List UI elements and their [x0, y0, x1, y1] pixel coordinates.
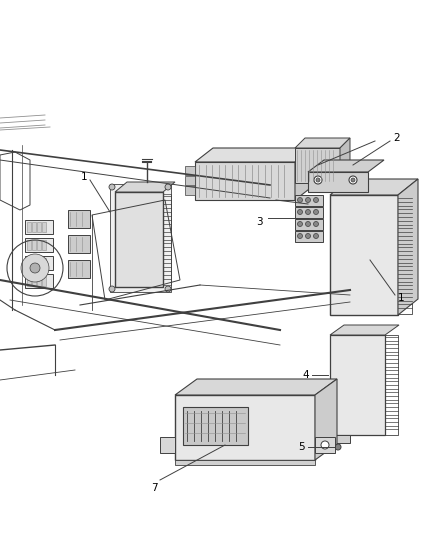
Polygon shape	[330, 179, 418, 195]
Bar	[175, 460, 315, 465]
Circle shape	[297, 233, 303, 238]
Circle shape	[297, 198, 303, 203]
Text: 2: 2	[393, 133, 399, 143]
Bar	[37, 276, 41, 286]
Bar	[25, 220, 53, 234]
Bar	[115, 192, 163, 287]
Bar	[42, 276, 46, 286]
Bar	[25, 256, 53, 270]
Bar	[32, 276, 36, 286]
Bar	[27, 240, 31, 250]
Polygon shape	[175, 379, 337, 395]
Text: 7: 7	[152, 483, 158, 493]
Circle shape	[305, 209, 311, 214]
Bar	[68, 210, 90, 228]
Bar	[332, 435, 350, 443]
Circle shape	[314, 209, 318, 214]
Circle shape	[109, 286, 115, 292]
Circle shape	[351, 178, 355, 182]
Circle shape	[305, 222, 311, 227]
Circle shape	[165, 184, 171, 190]
Bar	[295, 207, 323, 218]
Polygon shape	[195, 148, 313, 162]
Bar	[185, 176, 195, 185]
Bar	[25, 274, 53, 288]
Bar	[398, 196, 412, 314]
Circle shape	[30, 263, 40, 273]
Polygon shape	[115, 182, 175, 192]
Bar	[42, 258, 46, 268]
Circle shape	[21, 254, 49, 282]
Text: 1: 1	[398, 293, 405, 303]
Bar	[183, 407, 248, 445]
Text: 4: 4	[302, 370, 309, 380]
Circle shape	[335, 444, 341, 450]
Circle shape	[314, 198, 318, 203]
Text: 3: 3	[256, 217, 263, 227]
Text: 1: 1	[81, 172, 87, 182]
Circle shape	[297, 222, 303, 227]
Polygon shape	[340, 138, 350, 183]
Bar	[385, 335, 398, 435]
Circle shape	[314, 176, 322, 184]
Bar	[295, 231, 323, 242]
Bar	[175, 395, 315, 460]
Bar	[308, 172, 368, 192]
Bar	[295, 219, 323, 230]
Bar	[68, 235, 90, 253]
Bar	[37, 240, 41, 250]
Bar	[295, 195, 323, 206]
Bar	[185, 166, 195, 175]
Circle shape	[305, 233, 311, 238]
Circle shape	[316, 178, 320, 182]
Bar	[27, 222, 31, 232]
Circle shape	[165, 286, 171, 292]
Bar	[42, 222, 46, 232]
Bar	[32, 258, 36, 268]
Bar	[160, 437, 175, 453]
Circle shape	[305, 198, 311, 203]
Bar	[27, 276, 31, 286]
Bar	[295, 148, 340, 183]
Circle shape	[321, 441, 329, 449]
Bar	[330, 195, 398, 315]
Bar	[315, 437, 335, 453]
Polygon shape	[110, 184, 171, 292]
Bar	[25, 238, 53, 252]
Bar	[330, 335, 385, 435]
Polygon shape	[308, 160, 384, 172]
Circle shape	[349, 176, 357, 184]
Polygon shape	[315, 379, 337, 460]
Polygon shape	[295, 138, 350, 148]
Polygon shape	[295, 148, 313, 200]
Polygon shape	[330, 325, 399, 335]
Bar	[195, 162, 295, 200]
Bar	[37, 258, 41, 268]
Circle shape	[314, 222, 318, 227]
Bar	[163, 194, 171, 285]
Text: 5: 5	[298, 442, 305, 452]
Polygon shape	[398, 179, 418, 315]
Circle shape	[109, 184, 115, 190]
Bar	[32, 222, 36, 232]
Bar	[68, 260, 90, 278]
Bar	[27, 258, 31, 268]
Bar	[37, 222, 41, 232]
Circle shape	[314, 233, 318, 238]
Circle shape	[297, 209, 303, 214]
Bar	[185, 186, 195, 195]
Bar	[42, 240, 46, 250]
Bar	[32, 240, 36, 250]
